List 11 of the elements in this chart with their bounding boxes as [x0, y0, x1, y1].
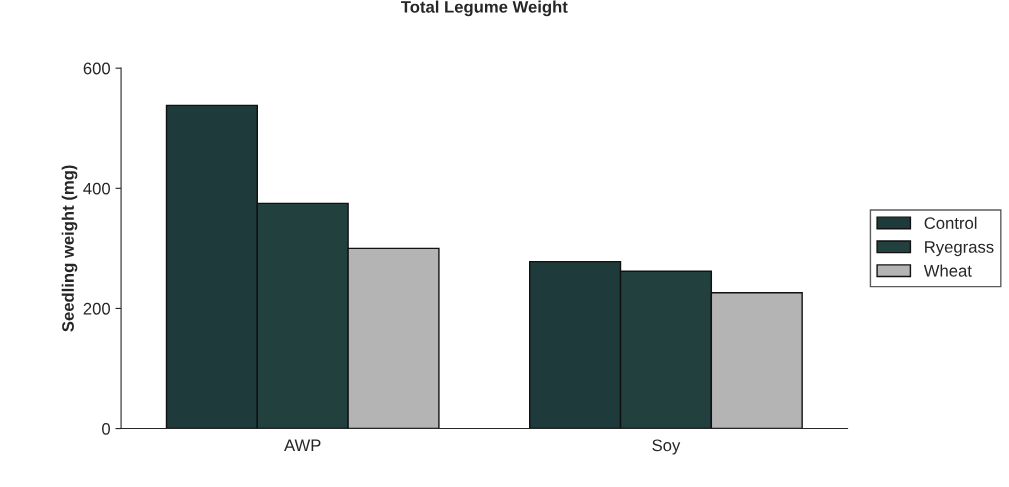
legend-label: Control	[924, 216, 977, 229]
chart-title: Total Legume Weight	[401, 0, 568, 17]
y-tick-label: 400	[83, 182, 111, 195]
legend-label: Wheat	[923, 264, 972, 277]
y-tick-label: 600	[83, 62, 111, 75]
y-tick-label: 0	[102, 422, 111, 435]
legend-label: Ryegrass	[925, 241, 994, 257]
x-tick-label: Soy	[652, 439, 681, 455]
y-tick-label: 200	[83, 302, 111, 315]
x-tick-label: AWP	[284, 439, 321, 452]
y-axis-title: Seedling weight (mg)	[61, 165, 78, 332]
